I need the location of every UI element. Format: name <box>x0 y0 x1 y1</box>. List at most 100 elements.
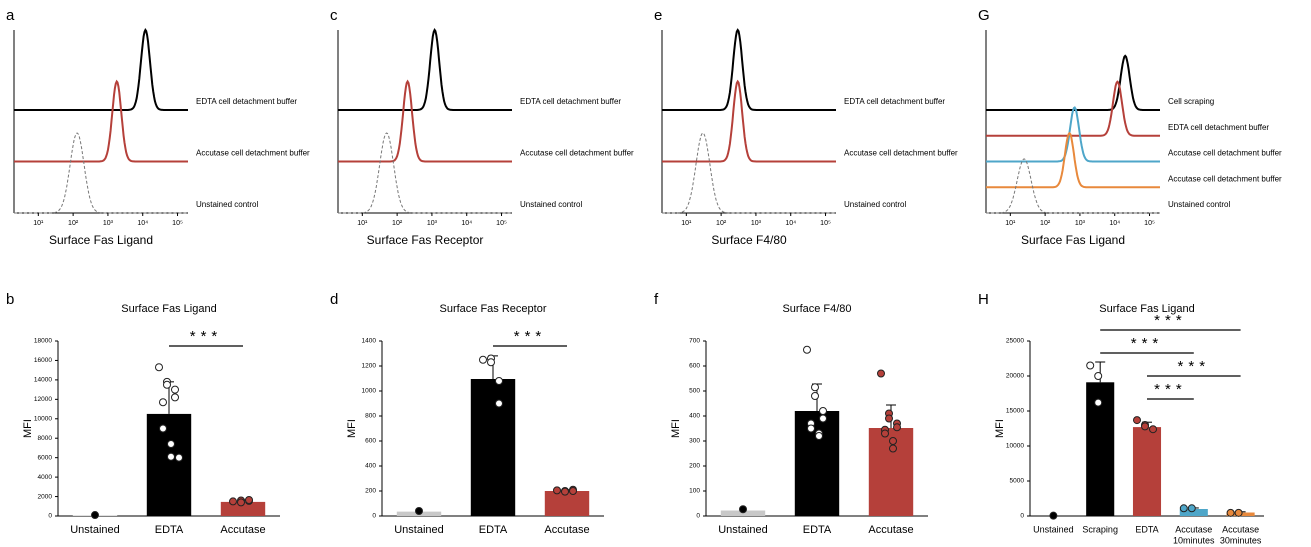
data-point <box>91 511 99 520</box>
panel-letter: G <box>978 7 990 24</box>
data-point <box>1234 508 1243 517</box>
data-point <box>1141 422 1149 431</box>
x-tick-label: 10minutes <box>1173 535 1215 545</box>
data-point <box>819 414 827 423</box>
y-axis-label: MFI <box>346 419 358 438</box>
chart-title: Surface Fas Receptor <box>440 303 547 315</box>
legend-label: EDTA cell detachment buffer <box>520 97 621 106</box>
x-tick-label: Accutase <box>544 524 589 536</box>
data-point <box>171 385 179 394</box>
y-tick-label: 8000 <box>38 435 53 442</box>
data-point <box>159 398 167 407</box>
data-point <box>811 392 819 400</box>
significance-label: *** <box>1154 312 1187 329</box>
data-point <box>1179 504 1188 513</box>
data-point <box>893 423 901 432</box>
legend-label: Accutase cell detachment buffer <box>844 149 958 158</box>
y-tick-label: 1400 <box>362 338 377 345</box>
legend-label: Accutase cell detachment buffer <box>1168 149 1282 158</box>
x-tick-label: 10² <box>1040 220 1051 227</box>
y-tick-label: 14000 <box>34 377 52 384</box>
data-point <box>415 507 423 515</box>
data-point <box>889 437 897 445</box>
y-tick-label: 2000 <box>38 493 53 500</box>
legend-label: Unstained control <box>1168 200 1230 209</box>
x-tick-label: Accutase <box>1175 524 1212 534</box>
density-curve <box>14 79 188 163</box>
data-point <box>807 424 815 433</box>
bar <box>544 491 590 516</box>
x-tick-label: 10⁴ <box>785 220 796 227</box>
panel-letter: f <box>654 291 659 308</box>
y-tick-label: 100 <box>689 488 700 495</box>
data-point <box>1094 372 1103 380</box>
data-point <box>495 399 503 408</box>
x-tick-label: EDTA <box>803 524 832 536</box>
chart-title: Surface Fas Ligand <box>121 303 216 315</box>
legend-label: Unstained control <box>844 200 906 209</box>
data-point <box>881 429 889 438</box>
data-point <box>889 444 897 453</box>
data-point <box>495 377 503 385</box>
density-curve <box>986 54 1160 111</box>
x-tick-label: 10³ <box>103 220 114 227</box>
data-point <box>885 414 893 423</box>
y-tick-label: 300 <box>689 438 700 445</box>
panel-letter: a <box>6 7 15 24</box>
x-tick-label: Accutase <box>868 524 913 536</box>
x-tick-label: 10² <box>68 220 79 227</box>
y-axis-label: MFI <box>22 419 34 438</box>
data-point <box>167 452 175 461</box>
panel-letter: H <box>978 291 989 308</box>
data-point <box>479 355 487 364</box>
x-tick-label: Accutase <box>220 524 265 536</box>
panel-letter: c <box>330 7 338 24</box>
bar <box>1132 427 1162 516</box>
data-point <box>159 424 167 433</box>
density-curve <box>986 80 1160 137</box>
density-curve <box>986 131 1160 189</box>
data-point <box>569 487 577 495</box>
density-curve <box>662 28 836 111</box>
x-axis-label: Surface F4/80 <box>711 233 787 247</box>
x-tick-label: EDTA <box>1135 524 1158 534</box>
x-tick-label: 10⁴ <box>1109 220 1120 227</box>
x-tick-label: 10¹ <box>1005 220 1016 227</box>
data-point <box>1149 425 1157 434</box>
x-tick-label: 10⁵ <box>496 220 507 227</box>
data-point <box>229 497 237 506</box>
x-tick-label: 10¹ <box>33 220 44 227</box>
data-point <box>167 440 175 449</box>
significance-label: *** <box>190 328 223 345</box>
y-tick-label: 0 <box>48 513 52 520</box>
y-tick-label: 1200 <box>362 363 377 370</box>
y-tick-label: 0 <box>372 513 376 520</box>
y-tick-label: 800 <box>365 413 376 420</box>
data-point <box>803 345 811 354</box>
panel-letter: e <box>654 7 662 24</box>
x-tick-label: Unstained <box>1033 524 1074 534</box>
legend-label: EDTA cell detachment buffer <box>1168 123 1269 132</box>
y-tick-label: 5000 <box>1010 478 1025 485</box>
density-curve <box>662 79 836 163</box>
bar <box>220 501 266 516</box>
x-tick-label: 10⁵ <box>820 220 831 227</box>
data-point <box>553 486 561 495</box>
panel-letter: b <box>6 291 14 308</box>
x-tick-label: 10¹ <box>357 220 368 227</box>
legend-label: Unstained control <box>196 200 258 209</box>
data-point <box>175 453 183 462</box>
density-curve <box>338 79 512 163</box>
data-point <box>1086 361 1095 370</box>
y-tick-label: 10000 <box>1006 443 1024 450</box>
y-tick-label: 500 <box>689 388 700 395</box>
x-tick-label: 30minutes <box>1220 535 1262 545</box>
x-tick-label: 10⁴ <box>461 220 472 227</box>
data-point <box>237 498 245 507</box>
x-tick-label: 10⁴ <box>137 220 148 227</box>
density-curve <box>338 28 512 111</box>
data-point <box>561 487 569 496</box>
y-tick-label: 20000 <box>1006 373 1024 380</box>
panel-letter: d <box>330 291 338 308</box>
